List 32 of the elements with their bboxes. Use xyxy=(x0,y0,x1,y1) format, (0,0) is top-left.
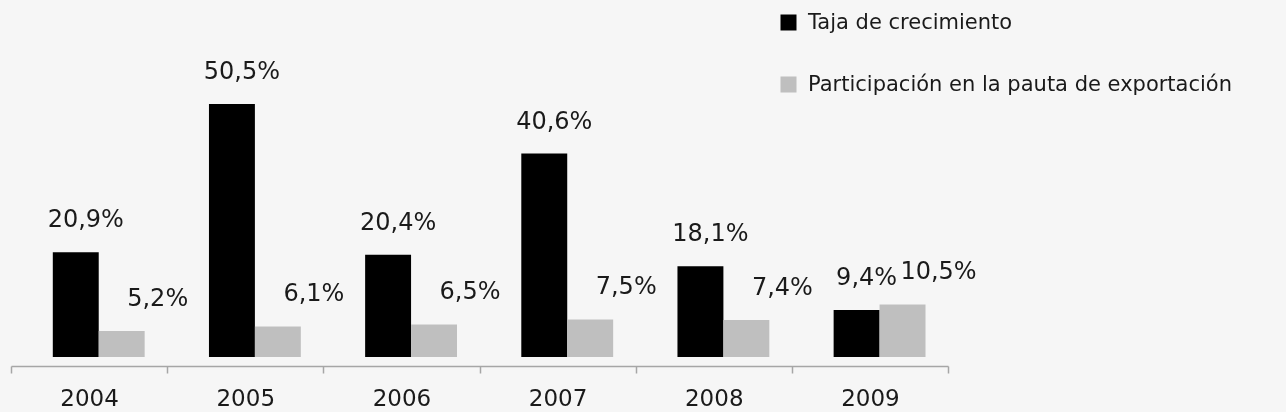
bar xyxy=(833,309,880,357)
x-tick-label: 2004 xyxy=(60,384,119,411)
data-label: 10,5% xyxy=(900,257,977,286)
data-label: 20,4% xyxy=(359,207,437,236)
bar xyxy=(208,104,255,357)
bar xyxy=(521,153,568,357)
data-label: 6,1% xyxy=(283,279,345,308)
bar xyxy=(879,304,926,357)
x-tick-label: 2009 xyxy=(841,384,900,411)
bar xyxy=(567,319,614,357)
bar xyxy=(723,319,770,357)
bar xyxy=(411,324,457,357)
x-tick-label: 2008 xyxy=(684,384,744,411)
legend-label: Participación en la pauta de exportación xyxy=(808,71,1233,96)
data-label: 7,4% xyxy=(751,272,813,301)
data-label: 7,5% xyxy=(595,272,657,301)
data-label: 6,5% xyxy=(439,277,501,306)
data-label: 50,5% xyxy=(203,57,281,85)
data-label: 18,1% xyxy=(672,219,749,248)
x-tick-label: 2006 xyxy=(372,384,432,411)
bar xyxy=(52,252,99,357)
bar xyxy=(254,326,301,357)
x-tick-label: 2007 xyxy=(528,384,588,411)
legend-label: Taja de crecimiento xyxy=(807,9,1013,34)
data-label: 9,4% xyxy=(836,262,898,291)
data-label: 40,6% xyxy=(516,106,593,135)
data-label: 20,9% xyxy=(47,205,124,234)
bar xyxy=(677,266,724,357)
data-label: 5,2% xyxy=(127,283,189,312)
bar xyxy=(365,254,412,357)
x-tick-label: 2005 xyxy=(216,384,276,411)
bar xyxy=(98,330,145,357)
